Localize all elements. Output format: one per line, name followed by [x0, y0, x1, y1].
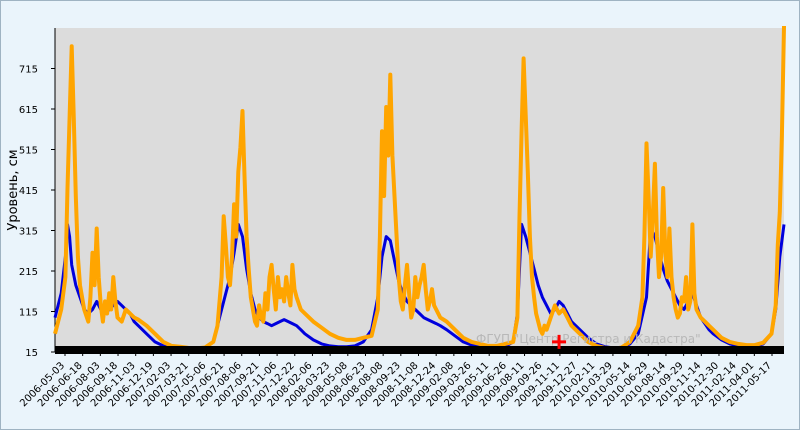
y-tick-label: 15 [25, 348, 38, 359]
y-tick-label: 315 [19, 227, 38, 238]
watermark: ФГУП "Центр Регистра и Кадастра" [476, 332, 701, 346]
y-tick-label: 515 [19, 146, 38, 157]
y-tick-label: 115 [19, 308, 38, 319]
y-tick-label: 715 [19, 65, 38, 76]
y-tick-label: 415 [19, 186, 38, 197]
series-line-blue [53, 222, 786, 351]
y-axis-label: Уровень, см [6, 149, 21, 230]
y-tick-label: 215 [19, 267, 38, 278]
series-line-orange [53, 25, 786, 352]
floor-bar [55, 346, 784, 354]
y-tick-label: 615 [19, 105, 38, 116]
